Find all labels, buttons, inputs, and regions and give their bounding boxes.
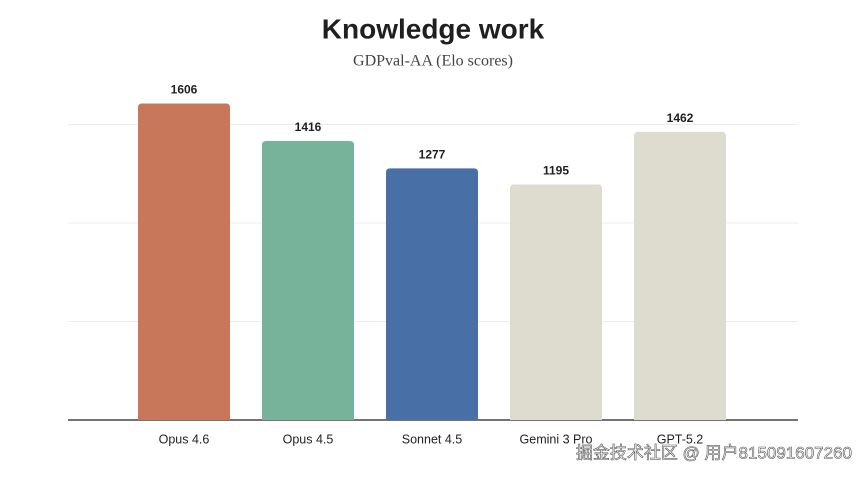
chart-subtitle: GDPval-AA (Elo scores) [353,53,513,70]
x-tick-label: GPT-5.2 [657,432,704,446]
watermark: 掘金技术社区 @ 用户815091607260 [576,443,852,462]
chart-title: Knowledge work [322,13,545,44]
bar [634,131,726,420]
value-label: 1606 [171,83,198,97]
bar [138,103,230,420]
bar [386,168,478,420]
value-label: 1277 [419,148,446,162]
bar [510,184,602,420]
x-tick-label: Opus 4.5 [283,432,334,446]
x-tick-label: Opus 4.6 [159,432,210,446]
x-tick-label: Sonnet 4.5 [402,432,463,446]
x-tick-label: Gemini 3 Pro [520,432,593,446]
value-label: 1195 [543,164,569,178]
value-label: 1462 [667,111,694,125]
bar [262,140,354,420]
value-label: 1416 [295,120,322,134]
